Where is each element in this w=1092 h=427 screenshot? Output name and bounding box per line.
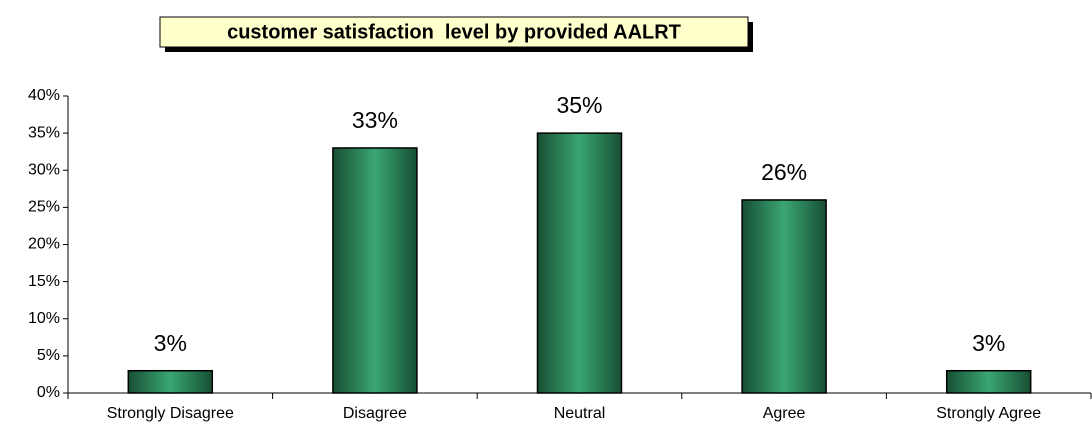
value-label: 35% bbox=[556, 92, 602, 118]
y-tick-label: 10% bbox=[28, 310, 60, 327]
y-tick-label: 0% bbox=[37, 384, 60, 401]
bar bbox=[945, 369, 1032, 394]
x-tick-label: Disagree bbox=[343, 405, 407, 422]
y-tick-label: 30% bbox=[28, 161, 60, 178]
bar bbox=[536, 132, 623, 394]
y-tick-label: 35% bbox=[28, 124, 60, 141]
y-tick-label: 15% bbox=[28, 273, 60, 290]
y-tick-label: 20% bbox=[28, 236, 60, 253]
x-tick-label: Strongly Disagree bbox=[107, 405, 234, 422]
x-tick-label: Agree bbox=[763, 405, 806, 422]
x-tick-label: Strongly Agree bbox=[936, 405, 1041, 422]
y-tick-label: 5% bbox=[37, 347, 60, 364]
value-label: 33% bbox=[352, 107, 398, 133]
value-label: 3% bbox=[972, 330, 1005, 356]
y-tick-label: 25% bbox=[28, 199, 60, 216]
bar bbox=[741, 199, 827, 394]
bar bbox=[332, 147, 418, 394]
chart-title: customer satisfaction level by provided … bbox=[227, 21, 681, 43]
x-tick-label: Neutral bbox=[554, 405, 606, 422]
bar bbox=[127, 369, 214, 394]
title-box bbox=[159, 16, 749, 48]
value-label: 26% bbox=[761, 159, 807, 185]
y-tick-label: 40% bbox=[28, 87, 60, 104]
value-label: 3% bbox=[154, 330, 187, 356]
